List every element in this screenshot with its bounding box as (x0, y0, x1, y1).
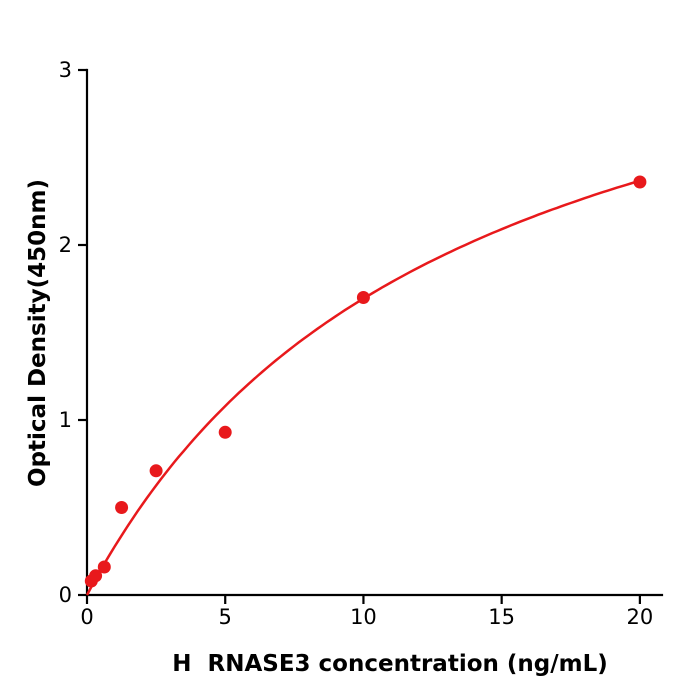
y-tick-label: 0 (59, 583, 72, 607)
fit-curve (85, 179, 641, 596)
x-tick-label: 0 (80, 605, 93, 629)
y-tick-label: 2 (59, 233, 72, 257)
x-tick-label: 5 (219, 605, 232, 629)
data-point (218, 425, 232, 439)
y-tick-label: 3 (59, 58, 72, 82)
data-point (356, 291, 370, 304)
x-tick-label: 20 (627, 605, 654, 629)
y-axis-label: Optical Density(450nm) (25, 179, 51, 487)
data-point (149, 464, 163, 478)
data-point (97, 560, 111, 574)
x-tick-label: 15 (488, 605, 515, 629)
x-tick-label: 10 (350, 605, 377, 629)
x-axis-label: H RNASE3 concentration (ng/mL) (172, 651, 608, 677)
data-point (115, 501, 129, 514)
data-point (89, 569, 103, 583)
data-point (633, 175, 647, 189)
y-tick-label: 1 (59, 408, 72, 432)
